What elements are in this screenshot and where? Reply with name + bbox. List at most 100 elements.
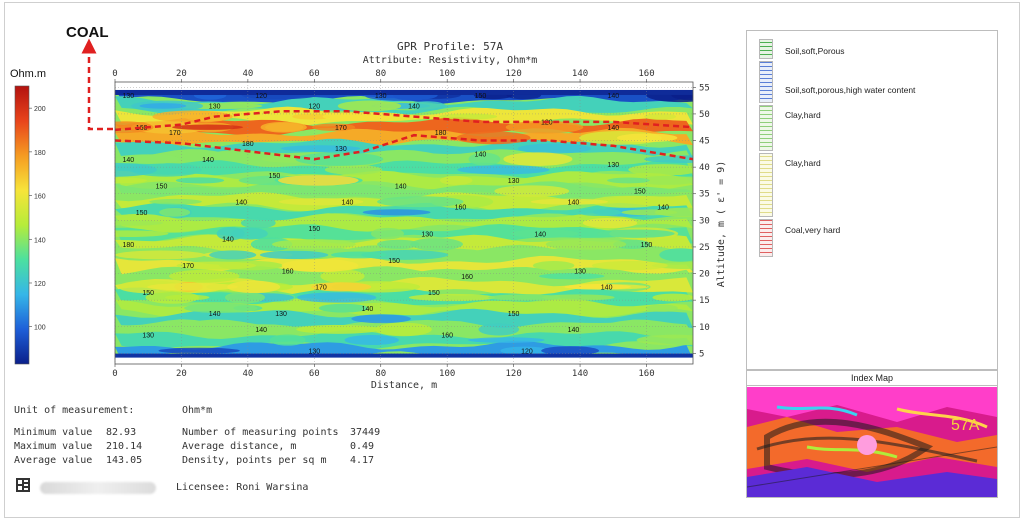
heatmap-top-fringe xyxy=(115,89,693,95)
heatmap-patch xyxy=(145,291,199,304)
x-tick-label-top: 80 xyxy=(375,69,386,79)
contour-label: 150 xyxy=(156,183,168,190)
legend-item: Coal,very hard xyxy=(747,219,997,257)
heatmap-patch xyxy=(278,175,359,186)
heatmap-patch xyxy=(269,334,306,346)
y-tick-label: 50 xyxy=(699,110,710,120)
x-tick-label-top: 160 xyxy=(638,69,654,79)
contour-label: 130 xyxy=(122,93,134,100)
heatmap-patch xyxy=(159,207,191,217)
heatmap-patch xyxy=(259,250,329,260)
legend-item: Soil,soft,porous,high water content xyxy=(747,61,997,103)
stat-min-value: 82.93 xyxy=(106,427,137,438)
contour-label: 150 xyxy=(136,210,148,217)
software-logo-icon xyxy=(16,478,30,492)
heatmap-patch xyxy=(517,143,592,154)
heatmap-patch xyxy=(175,177,225,184)
y-tick-label: 15 xyxy=(699,296,710,306)
colorbar-unit-label: Ohm.m xyxy=(10,68,47,80)
contour-label: 130 xyxy=(275,311,287,318)
heatmap-patch xyxy=(590,195,664,208)
chart-title: GPR Profile: 57A xyxy=(397,40,503,53)
coal-layer-top-line xyxy=(115,110,693,132)
contour-label: 140 xyxy=(202,157,214,164)
x-tick-label-top: 120 xyxy=(505,69,521,79)
contour-label: 170 xyxy=(335,125,347,132)
heatmap-patch xyxy=(439,113,498,120)
heatmap-patch xyxy=(377,196,464,208)
contour-label: 120 xyxy=(308,104,320,111)
legend-swatch xyxy=(759,219,773,257)
heatmap-patch xyxy=(115,121,154,134)
heatmap-patch xyxy=(116,154,179,165)
x-tick-label-top: 60 xyxy=(309,69,320,79)
heatmap-patch xyxy=(591,260,668,271)
contour-label: 140 xyxy=(235,199,247,206)
heatmap-patch xyxy=(337,100,402,112)
x-tick-label-bottom: 0 xyxy=(112,369,117,379)
index-map-panel: Index Map 57A xyxy=(746,370,998,498)
contour-label: 140 xyxy=(607,125,619,132)
contour-label: 180 xyxy=(435,130,447,137)
colorbar-tick-label: 140 xyxy=(34,237,46,244)
chart-subtitle: Attribute: Resistivity, Ohm*m xyxy=(362,55,538,66)
heatmap-patch xyxy=(281,259,359,273)
heatmap-patch xyxy=(260,121,307,133)
stat-min-label: Minimum value xyxy=(14,427,93,438)
contour-label: 170 xyxy=(182,263,194,270)
licensee-text: Licensee: Roni Warsina xyxy=(176,482,309,493)
page-frame xyxy=(4,2,1020,518)
heatmap-patch xyxy=(330,251,388,259)
index-map-image xyxy=(747,387,997,497)
contour-label: 120 xyxy=(255,93,267,100)
contour-label: 130 xyxy=(421,231,433,238)
contour-label: 140 xyxy=(255,327,267,334)
contour-label: 140 xyxy=(475,151,487,158)
contour-label: 150 xyxy=(428,290,440,297)
y-tick-label: 25 xyxy=(699,243,710,253)
contour-label: 120 xyxy=(521,348,533,355)
heatmap-patch xyxy=(158,347,240,354)
x-tick-label-bottom: 40 xyxy=(242,369,253,379)
stat-max-row: Maximum value 210.14 Average distance, m 0.… xyxy=(14,440,380,454)
stat-density-label: Density, points per sq m xyxy=(182,455,327,466)
colorbar-tick-label: 120 xyxy=(34,281,46,288)
x-axis-label: Distance, m xyxy=(371,380,437,391)
contour-label: 160 xyxy=(461,274,473,281)
heatmap-patch xyxy=(577,208,622,217)
heatmap-patch xyxy=(542,294,615,301)
legend-label: Clay,hard xyxy=(785,158,821,168)
heatmap-patch xyxy=(456,131,531,145)
heatmap-patch xyxy=(176,261,257,270)
index-map[interactable]: 57A xyxy=(747,387,997,497)
contour-label: 180 xyxy=(122,242,134,249)
contour-label: 130 xyxy=(335,146,347,153)
heatmap-patch xyxy=(320,269,365,283)
contour-label: 180 xyxy=(242,141,254,148)
x-tick-label-top: 140 xyxy=(572,69,588,79)
heatmap-patch xyxy=(468,152,501,166)
contour-label: 140 xyxy=(222,237,234,244)
legend-swatch xyxy=(759,39,773,59)
legend-item: Clay,hard xyxy=(747,153,997,217)
contour-label: 150 xyxy=(308,226,320,233)
heatmap-patch xyxy=(505,120,584,134)
x-tick-label-top: 100 xyxy=(439,69,455,79)
x-tick-label-top: 40 xyxy=(242,69,253,79)
heatmap-patch xyxy=(457,165,550,175)
contour-label: 140 xyxy=(534,231,546,238)
heatmap-patch xyxy=(616,133,678,143)
heatmap-patch xyxy=(250,237,293,251)
heatmap-patch xyxy=(636,334,693,346)
contour-label: 170 xyxy=(169,130,181,137)
heatmap-patch xyxy=(645,304,678,312)
heatmap-patch xyxy=(488,294,561,301)
heatmap-patch xyxy=(296,292,377,303)
contour-label: 140 xyxy=(568,327,580,334)
heatmap-patch xyxy=(281,145,361,152)
contour-label: 150 xyxy=(634,189,646,196)
heatmap-patch xyxy=(437,262,471,269)
heatmap-patch xyxy=(361,250,449,260)
heatmap-patch xyxy=(541,346,600,356)
